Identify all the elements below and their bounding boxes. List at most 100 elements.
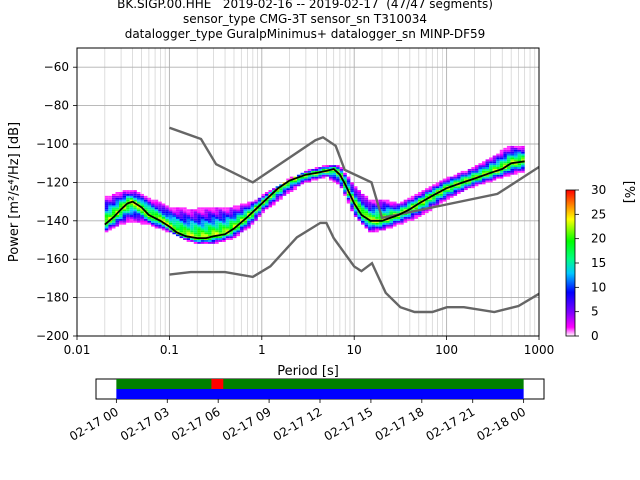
histogram-cell xyxy=(474,172,479,175)
histogram-cell xyxy=(133,215,137,217)
histogram-cell xyxy=(346,184,351,187)
histogram-cell xyxy=(111,211,116,214)
histogram-cell xyxy=(336,174,340,177)
histogram-cell xyxy=(240,203,244,206)
histogram-cell xyxy=(197,236,201,239)
histogram-cell xyxy=(129,209,134,212)
histogram-cell xyxy=(222,222,226,225)
histogram-cell xyxy=(204,232,209,235)
histogram-cell xyxy=(474,170,479,173)
histogram-cell xyxy=(293,182,297,185)
histogram-cell xyxy=(119,199,123,202)
histogram-cell xyxy=(229,220,233,223)
histogram-cell xyxy=(172,218,176,221)
histogram-cell xyxy=(521,168,525,171)
histogram-cell xyxy=(467,182,472,185)
histogram-cell xyxy=(186,209,191,212)
histogram-cell xyxy=(122,216,127,219)
histogram-cell xyxy=(197,226,201,229)
histogram-cell xyxy=(474,180,479,183)
histogram-cell xyxy=(382,220,386,223)
histogram-cell xyxy=(414,215,418,217)
histogram-cell xyxy=(514,159,518,162)
histogram-cell xyxy=(336,176,340,179)
histogram-cell xyxy=(403,205,408,208)
histogram-cell xyxy=(204,222,209,225)
histogram-cell xyxy=(172,213,176,216)
histogram-cell xyxy=(229,232,233,235)
histogram-cell xyxy=(339,167,344,169)
histogram-cell xyxy=(499,151,504,154)
histogram-cell xyxy=(375,215,379,217)
histogram-cell xyxy=(353,188,358,191)
histogram-cell xyxy=(165,220,169,223)
histogram-cell xyxy=(197,218,201,221)
histogram-cell xyxy=(439,193,443,196)
histogram-cell xyxy=(336,180,340,183)
histogram-cell xyxy=(104,205,109,208)
histogram-cell xyxy=(428,186,433,189)
histogram-cell xyxy=(421,192,426,194)
histogram-cell xyxy=(115,205,120,208)
histogram-cell xyxy=(514,165,518,168)
histogram-cell xyxy=(211,226,216,229)
histogram-cell xyxy=(489,176,493,179)
histogram-cell xyxy=(417,195,422,198)
histogram-cell xyxy=(104,207,109,210)
histogram-cell xyxy=(261,211,265,214)
histogram-cell xyxy=(432,188,436,191)
histogram-cell xyxy=(343,188,347,191)
histogram-cell xyxy=(247,216,251,219)
histogram-cell xyxy=(158,207,162,210)
histogram-cell xyxy=(215,215,219,217)
histogram-cell xyxy=(165,213,169,216)
histogram-cell xyxy=(311,178,315,181)
histogram-cell xyxy=(236,230,241,233)
histogram-cell xyxy=(417,207,422,210)
histogram-cell xyxy=(215,226,219,229)
histogram-cell xyxy=(208,207,212,210)
histogram-cell xyxy=(115,207,120,210)
histogram-cell xyxy=(439,199,443,202)
histogram-cell xyxy=(371,216,376,219)
histogram-cell xyxy=(321,167,326,169)
histogram-cell xyxy=(350,184,354,187)
histogram-cell xyxy=(115,209,120,212)
histogram-cell xyxy=(126,218,130,221)
histogram-cell xyxy=(250,209,255,212)
histogram-cell xyxy=(289,188,294,191)
histogram-cell xyxy=(240,228,244,231)
histogram-cell xyxy=(286,188,290,191)
histogram-cell xyxy=(119,197,123,200)
histogram-cell xyxy=(364,205,369,208)
timeline-tick-label: 02-17 03 xyxy=(118,405,172,444)
histogram-cell xyxy=(179,209,184,212)
histogram-cell xyxy=(282,190,287,192)
histogram-cell xyxy=(446,197,450,200)
histogram-cell xyxy=(521,151,525,154)
histogram-cell xyxy=(140,216,144,219)
histogram-cell xyxy=(439,195,443,198)
histogram-cell xyxy=(225,211,230,214)
histogram-cell xyxy=(108,209,112,212)
histogram-cell xyxy=(449,193,454,196)
histogram-cell xyxy=(357,213,362,216)
histogram-cell xyxy=(161,203,166,206)
histogram-cell xyxy=(510,155,515,158)
histogram-cell xyxy=(371,226,376,229)
histogram-cell xyxy=(197,232,201,235)
histogram-cell xyxy=(143,199,148,202)
histogram-cell xyxy=(371,230,376,233)
histogram-cell xyxy=(218,228,223,231)
histogram-cell xyxy=(193,222,198,225)
histogram-cell xyxy=(133,209,137,212)
histogram-cell xyxy=(232,209,237,212)
histogram-cell xyxy=(435,203,440,206)
histogram-cell xyxy=(200,207,205,210)
histogram-cell xyxy=(229,222,233,225)
histogram-cell xyxy=(250,220,255,223)
histogram-cell xyxy=(129,220,134,223)
histogram-cell xyxy=(300,182,305,185)
histogram-cell xyxy=(435,199,440,202)
histogram-cell xyxy=(521,165,525,168)
